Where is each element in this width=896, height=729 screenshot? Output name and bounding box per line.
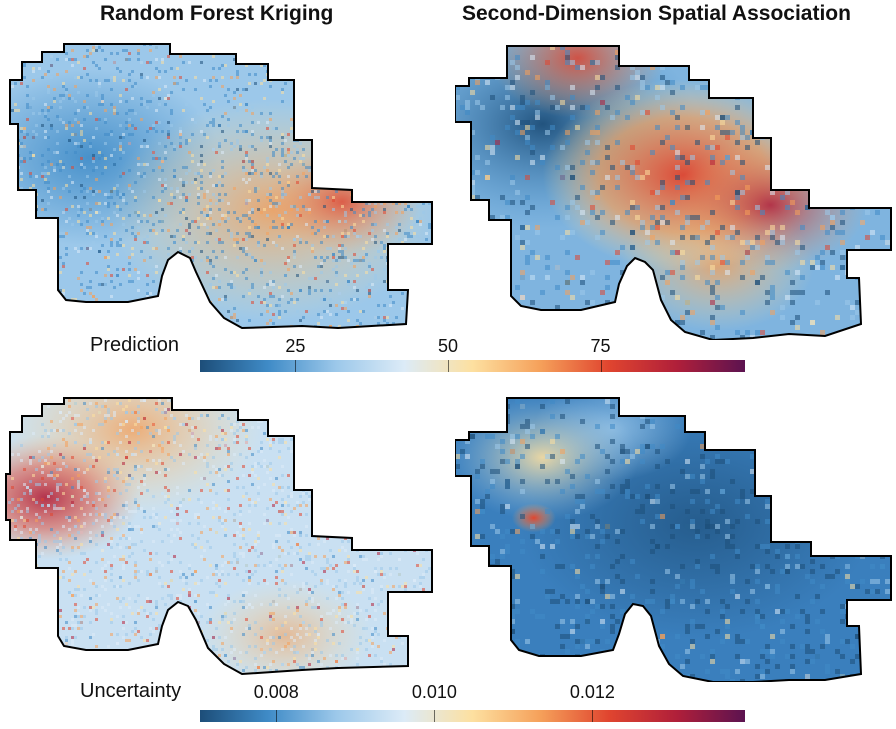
colorbar-tick-mark [600, 360, 602, 372]
title-second-dimension: Second-Dimension Spatial Association [462, 2, 851, 25]
colorbar-tick-label: 0.008 [253, 682, 299, 702]
colorbar-tick-label: 0.012 [569, 682, 615, 702]
colorbar-tick-mark [295, 360, 297, 372]
colorbar-tick-label: 50 [437, 336, 458, 356]
prediction-colorbar-label: Prediction [90, 334, 179, 356]
colorbar-tick-label: 0.010 [411, 682, 457, 702]
map-prediction-random-forest-kriging [9, 43, 433, 329]
map-uncertainty-second-dimension [455, 397, 892, 682]
prediction-colorbar [200, 360, 745, 372]
map-uncertainty-random-forest-kriging [5, 397, 433, 675]
title-random-forest-kriging: Random Forest Kriging [100, 2, 334, 25]
map-prediction-second-dimension [455, 45, 892, 340]
colorbar-tick-mark [447, 360, 449, 372]
colorbar-tick-mark [592, 710, 594, 722]
uncertainty-colorbar-label: Uncertainty [80, 680, 182, 702]
colorbar-tick-label: 25 [285, 336, 306, 356]
uncertainty-colorbar [200, 710, 745, 722]
colorbar-tick-label: 75 [590, 336, 611, 356]
colorbar-tick-mark [276, 710, 278, 722]
colorbar-tick-mark [434, 710, 436, 722]
